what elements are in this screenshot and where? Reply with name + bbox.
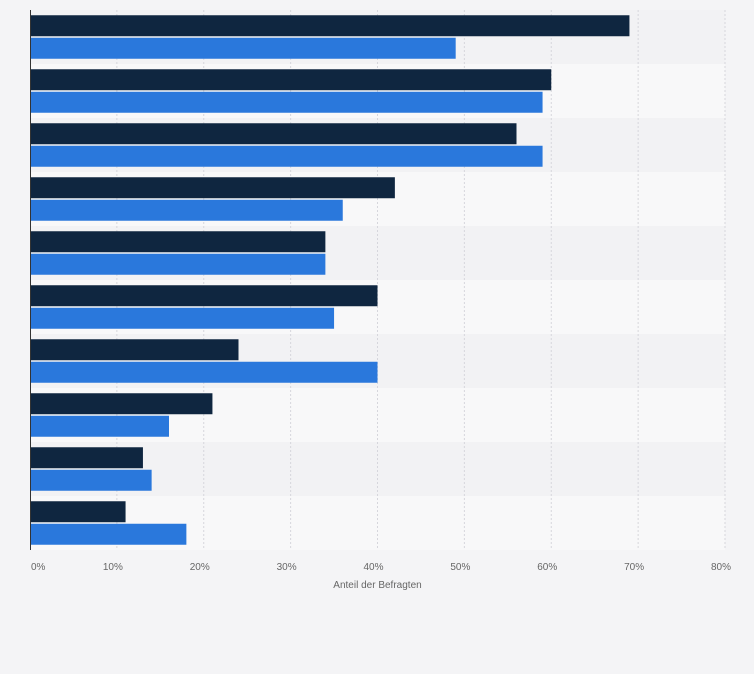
bar-1-series-1[interactable] [30, 15, 630, 37]
bar-10-series-2[interactable] [30, 523, 187, 545]
bar-10-series-1[interactable] [30, 501, 126, 523]
x-tick-label-60: 60% [537, 562, 557, 573]
x-tick-label-30: 30% [277, 562, 297, 573]
bar-5-series-2[interactable] [30, 253, 326, 275]
bar-9-series-1[interactable] [30, 447, 143, 469]
bar-7-series-1[interactable] [30, 339, 239, 361]
bar-2-series-2[interactable] [30, 91, 543, 113]
bar-2-series-1[interactable] [30, 69, 552, 91]
bar-5-series-1[interactable] [30, 231, 326, 253]
bar-6-series-1[interactable] [30, 285, 378, 307]
x-tick-label-0: 0% [31, 562, 46, 573]
x-tick-label-40: 40% [363, 562, 383, 573]
bar-4-series-2[interactable] [30, 199, 343, 221]
bar-4-series-1[interactable] [30, 177, 395, 199]
bars [30, 15, 630, 545]
x-tick-label-80: 80% [711, 562, 731, 573]
x-axis-title: Anteil der Befragten [333, 580, 421, 591]
bar-6-series-2[interactable] [30, 307, 335, 329]
x-tick-label-10: 10% [103, 562, 123, 573]
x-tick-label-70: 70% [624, 562, 644, 573]
x-tick-label-20: 20% [190, 562, 210, 573]
x-axis-ticks: 0% 10% 20% 30% 40% 50% 60% 70% 80% [31, 562, 731, 573]
x-tick-label-50: 50% [450, 562, 470, 573]
bar-3-series-2[interactable] [30, 145, 543, 167]
bar-3-series-1[interactable] [30, 123, 517, 145]
bar-8-series-1[interactable] [30, 393, 213, 415]
bar-1-series-2[interactable] [30, 37, 456, 59]
bar-7-series-2[interactable] [30, 361, 378, 383]
bar-9-series-2[interactable] [30, 469, 152, 491]
bar-8-series-2[interactable] [30, 415, 169, 437]
